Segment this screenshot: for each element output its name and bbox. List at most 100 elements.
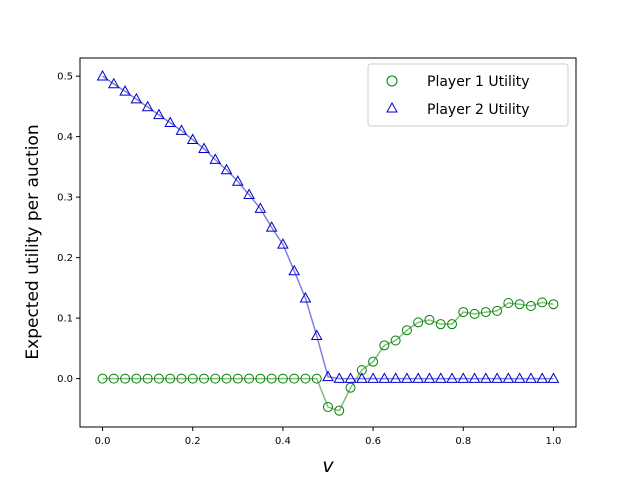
x-tick-label: 0.4 [275, 436, 291, 447]
series-2-point [378, 372, 391, 383]
series-1-point [503, 297, 514, 308]
series-1-point [97, 373, 108, 384]
series-1-point [424, 314, 435, 325]
legend-box [367, 63, 569, 127]
series-2-point [265, 221, 278, 232]
y-tick-label: 0.0 [57, 374, 73, 385]
series-1-point [266, 373, 277, 384]
series-1-point [131, 373, 142, 384]
series-1-point [401, 325, 412, 336]
series-2-point [479, 372, 492, 383]
series-1-point [311, 373, 322, 384]
series-2-point [401, 372, 413, 383]
series-2-point [502, 372, 515, 383]
series-1-point [232, 373, 243, 384]
series-2-point [175, 124, 188, 135]
series-2-point [107, 77, 120, 89]
series-2-point [220, 163, 233, 175]
series-1-point [289, 373, 300, 384]
series-2-point [96, 69, 109, 81]
series-1-point [244, 373, 255, 384]
series-1-point [447, 319, 457, 330]
x-tick-label: 0.2 [185, 436, 201, 447]
legend-marker-player-2 [386, 101, 398, 113]
series-2-point [130, 92, 143, 104]
series-2-point [457, 372, 470, 383]
series-1-point [480, 307, 491, 318]
series-1-point [537, 297, 548, 308]
series-2-point [164, 116, 177, 128]
series-2-point [446, 372, 458, 383]
series-1-point [300, 373, 311, 384]
x-ticks: 0.0 0.2 0.4 0.6 0.8 1.0 [95, 427, 562, 447]
x-tick-label: 1.0 [546, 436, 562, 447]
series-2-point [310, 329, 323, 340]
series-2-line [102, 75, 554, 380]
series-1-point [379, 340, 390, 351]
series-1-point [153, 373, 164, 384]
series-2-point [198, 142, 210, 154]
series-1-point [277, 373, 288, 384]
series-2-point [119, 85, 131, 96]
series-2-point [209, 153, 222, 164]
series-2-point [389, 372, 402, 383]
series-2-point [412, 372, 425, 383]
y-tick-label: 0.3 [57, 193, 73, 204]
legend-marker-player-1 [386, 75, 398, 87]
series-1-point [323, 402, 333, 413]
series-1-point [165, 373, 176, 384]
series-1-point [255, 373, 266, 384]
series-2-point [513, 372, 526, 383]
series-2-point [186, 133, 199, 144]
series-1-point [176, 373, 187, 384]
series-1-point [345, 382, 356, 393]
series-2-point [243, 188, 255, 200]
y-tick-label: 0.1 [57, 314, 73, 325]
series-1-point [334, 405, 345, 416]
series-2-point [299, 291, 312, 303]
series-2-point [536, 372, 549, 383]
x-tick-label: 0.6 [365, 436, 381, 447]
series-1 [97, 297, 559, 416]
x-tick-label: 0.0 [95, 436, 111, 447]
legend-label-player-1: Player 1 Utility [427, 74, 530, 90]
series-2-point [423, 372, 436, 383]
x-tick-label: 0.8 [455, 436, 471, 447]
y-tick-label: 0.5 [57, 72, 73, 83]
series-1-point [142, 373, 153, 384]
series-1-point [469, 308, 480, 319]
series-1-point [492, 305, 503, 316]
series-2-point [355, 372, 368, 383]
series-2-point [141, 100, 154, 112]
series-1-point [548, 299, 559, 310]
legend-label-player-2: Player 2 Utility [427, 102, 530, 118]
series-1-point [356, 365, 367, 376]
y-axis-label: Expected utility per auction [23, 124, 43, 359]
series-1-point [435, 319, 446, 330]
y-tick-label: 0.4 [57, 132, 73, 143]
series-2-point [491, 372, 503, 383]
series-layer [96, 69, 560, 416]
series-2-point [322, 370, 334, 382]
series-1-point [221, 373, 232, 384]
series-2-point [288, 264, 301, 276]
series-1-point [120, 373, 131, 384]
series-2-point [231, 175, 244, 186]
series-2-point [344, 372, 357, 383]
series-1-point [458, 307, 469, 318]
series-1-point [525, 301, 536, 312]
series-1-point [187, 373, 198, 384]
series-1-point [199, 373, 209, 384]
series-2-point [525, 372, 537, 383]
y-tick-label: 0.2 [57, 253, 73, 264]
series-2 [96, 69, 560, 383]
series-1-line [102, 301, 554, 412]
series-2-point [367, 372, 379, 383]
series-2-point [333, 372, 346, 383]
series-1-point [390, 335, 401, 346]
series-1-point [108, 373, 119, 384]
legend: Player 1 Utility Player 2 Utility [367, 63, 569, 127]
series-2-point [153, 108, 165, 120]
series-1-point [210, 373, 221, 384]
